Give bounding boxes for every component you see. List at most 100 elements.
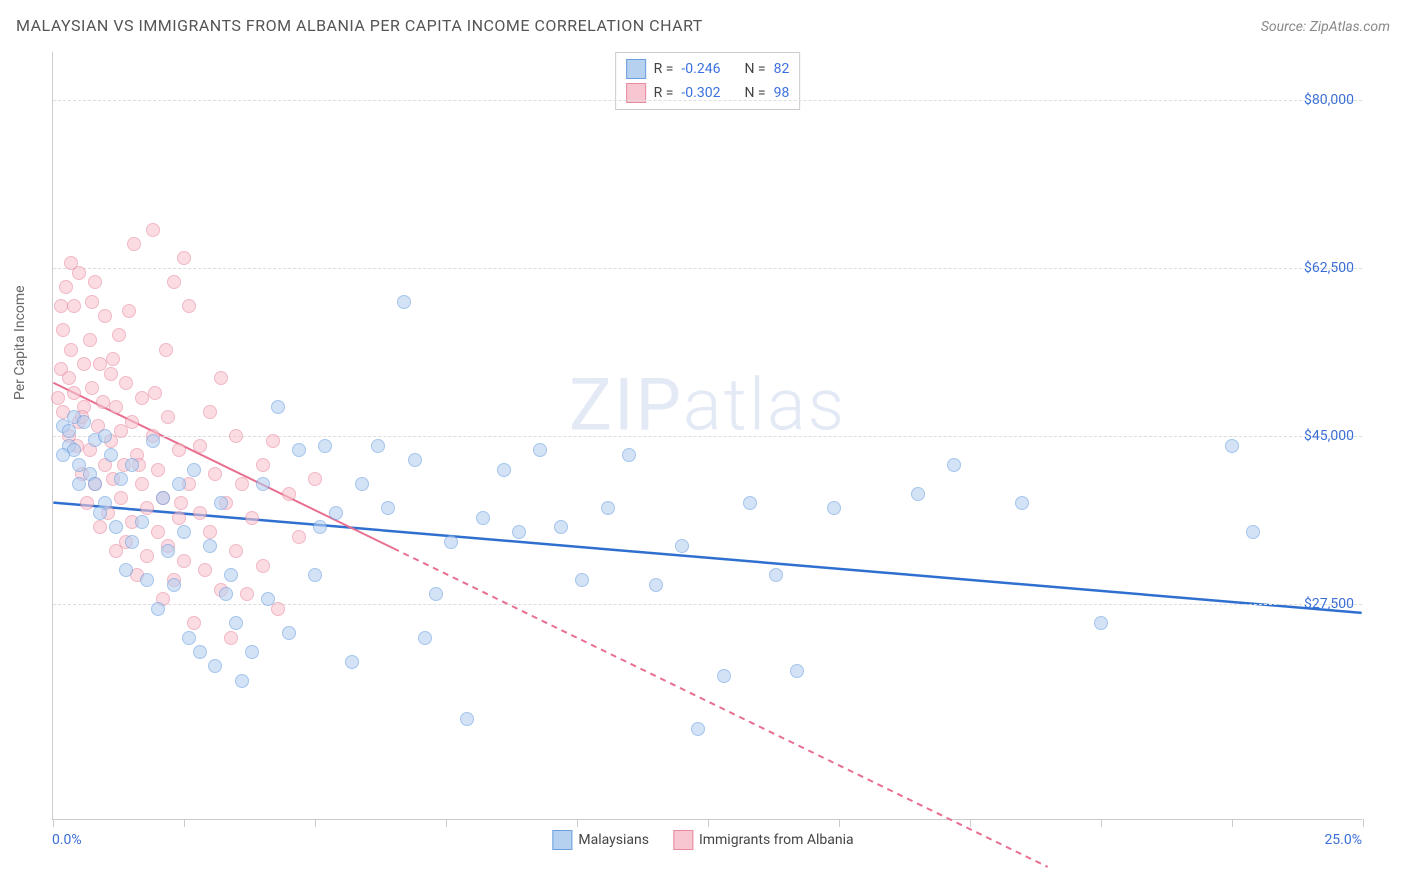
scatter-point-malaysians (649, 578, 663, 592)
scatter-point-albania (140, 549, 154, 563)
n-value-malaysians: 82 (774, 61, 790, 77)
scatter-point-malaysians (533, 443, 547, 457)
scatter-point-malaysians (691, 722, 705, 736)
scatter-point-albania (122, 304, 136, 318)
scatter-point-malaysians (355, 477, 369, 491)
scatter-point-albania (127, 237, 141, 251)
y-tick-label: $45,000 (1304, 428, 1354, 444)
scatter-point-albania (292, 530, 306, 544)
scatter-point-albania (109, 400, 123, 414)
scatter-point-malaysians (172, 477, 186, 491)
scatter-point-albania (125, 415, 139, 429)
scatter-point-malaysians (146, 434, 160, 448)
scatter-point-malaysians (743, 496, 757, 510)
scatter-point-albania (172, 443, 186, 457)
scatter-point-albania (174, 496, 188, 510)
scatter-point-malaysians (140, 573, 154, 587)
scatter-point-malaysians (56, 448, 70, 462)
scatter-point-malaysians (371, 439, 385, 453)
scatter-point-albania (198, 563, 212, 577)
scatter-point-malaysians (98, 429, 112, 443)
scatter-point-malaysians (408, 453, 422, 467)
scatter-point-malaysians (109, 520, 123, 534)
legend-swatch-albania (673, 830, 693, 850)
scatter-point-albania (229, 544, 243, 558)
scatter-point-albania (67, 386, 81, 400)
x-tick (970, 819, 971, 827)
chart-title: MALAYSIAN VS IMMIGRANTS FROM ALBANIA PER… (16, 16, 703, 35)
scatter-point-malaysians (1094, 616, 1108, 630)
scatter-point-malaysians (497, 463, 511, 477)
scatter-point-albania (146, 223, 160, 237)
y-axis-label: Per Capita Income (12, 285, 28, 400)
scatter-point-albania (161, 410, 175, 424)
scatter-point-albania (62, 371, 76, 385)
scatter-point-malaysians (512, 525, 526, 539)
scatter-point-malaysians (182, 631, 196, 645)
scatter-point-malaysians (827, 501, 841, 515)
scatter-point-malaysians (114, 472, 128, 486)
scatter-point-albania (83, 333, 97, 347)
scatter-point-albania (112, 328, 126, 342)
scatter-point-malaysians (261, 592, 275, 606)
scatter-point-malaysians (214, 496, 228, 510)
legend-label-albania: Immigrants from Albania (699, 832, 854, 848)
x-tick (1101, 819, 1102, 827)
gridline-h (53, 268, 1362, 269)
stats-row-malaysians: R = -0.246 N = 82 (626, 57, 790, 81)
scatter-point-malaysians (161, 544, 175, 558)
x-max-label: 25.0% (1324, 832, 1362, 848)
scatter-point-albania (208, 467, 222, 481)
legend-label-malaysians: Malaysians (578, 832, 649, 848)
r-value-malaysians: -0.246 (681, 61, 720, 77)
plot-area: ZIPatlas R = -0.246 N = 82 R = -0.302 N … (52, 52, 1362, 820)
scatter-point-malaysians (193, 645, 207, 659)
scatter-point-albania (182, 299, 196, 313)
scatter-point-malaysians (219, 587, 233, 601)
scatter-point-malaysians (177, 525, 191, 539)
scatter-point-albania (224, 631, 238, 645)
scatter-point-malaysians (125, 535, 139, 549)
scatter-point-malaysians (1246, 525, 1260, 539)
scatter-point-malaysians (329, 506, 343, 520)
scatter-point-albania (177, 251, 191, 265)
scatter-point-albania (59, 280, 73, 294)
scatter-point-albania (245, 511, 259, 525)
scatter-point-malaysians (308, 568, 322, 582)
scatter-point-albania (148, 386, 162, 400)
source-name: ZipAtlas.com (1310, 19, 1390, 35)
scatter-point-malaysians (282, 626, 296, 640)
scatter-point-malaysians (93, 506, 107, 520)
x-tick (1232, 819, 1233, 827)
gridline-h (53, 436, 1362, 437)
scatter-point-malaysians (769, 568, 783, 582)
scatter-point-malaysians (208, 659, 222, 673)
chart-container: MALAYSIAN VS IMMIGRANTS FROM ALBANIA PER… (0, 0, 1406, 892)
watermark: ZIPatlas (569, 362, 846, 447)
scatter-point-malaysians (601, 501, 615, 515)
scatter-point-malaysians (203, 539, 217, 553)
scatter-point-malaysians (224, 568, 238, 582)
scatter-point-albania (193, 439, 207, 453)
scatter-point-malaysians (167, 578, 181, 592)
legend-item-albania: Immigrants from Albania (673, 830, 854, 850)
scatter-point-malaysians (575, 573, 589, 587)
scatter-point-malaysians (271, 400, 285, 414)
scatter-point-albania (85, 295, 99, 309)
watermark-thin: atlas (683, 362, 846, 447)
gridline-h (53, 604, 1362, 605)
scatter-point-malaysians (313, 520, 327, 534)
legend-item-malaysians: Malaysians (552, 830, 649, 850)
n-value-albania: 98 (774, 85, 790, 101)
scatter-point-malaysians (135, 515, 149, 529)
x-tick (708, 819, 709, 827)
scatter-point-malaysians (245, 645, 259, 659)
source-prefix: Source: (1261, 19, 1310, 35)
scatter-point-malaysians (318, 439, 332, 453)
scatter-point-albania (56, 323, 70, 337)
scatter-point-malaysians (345, 655, 359, 669)
scatter-point-albania (135, 477, 149, 491)
correlation-stats-box: R = -0.246 N = 82 R = -0.302 N = 98 (615, 52, 801, 110)
scatter-point-albania (51, 391, 65, 405)
scatter-point-malaysians (790, 664, 804, 678)
